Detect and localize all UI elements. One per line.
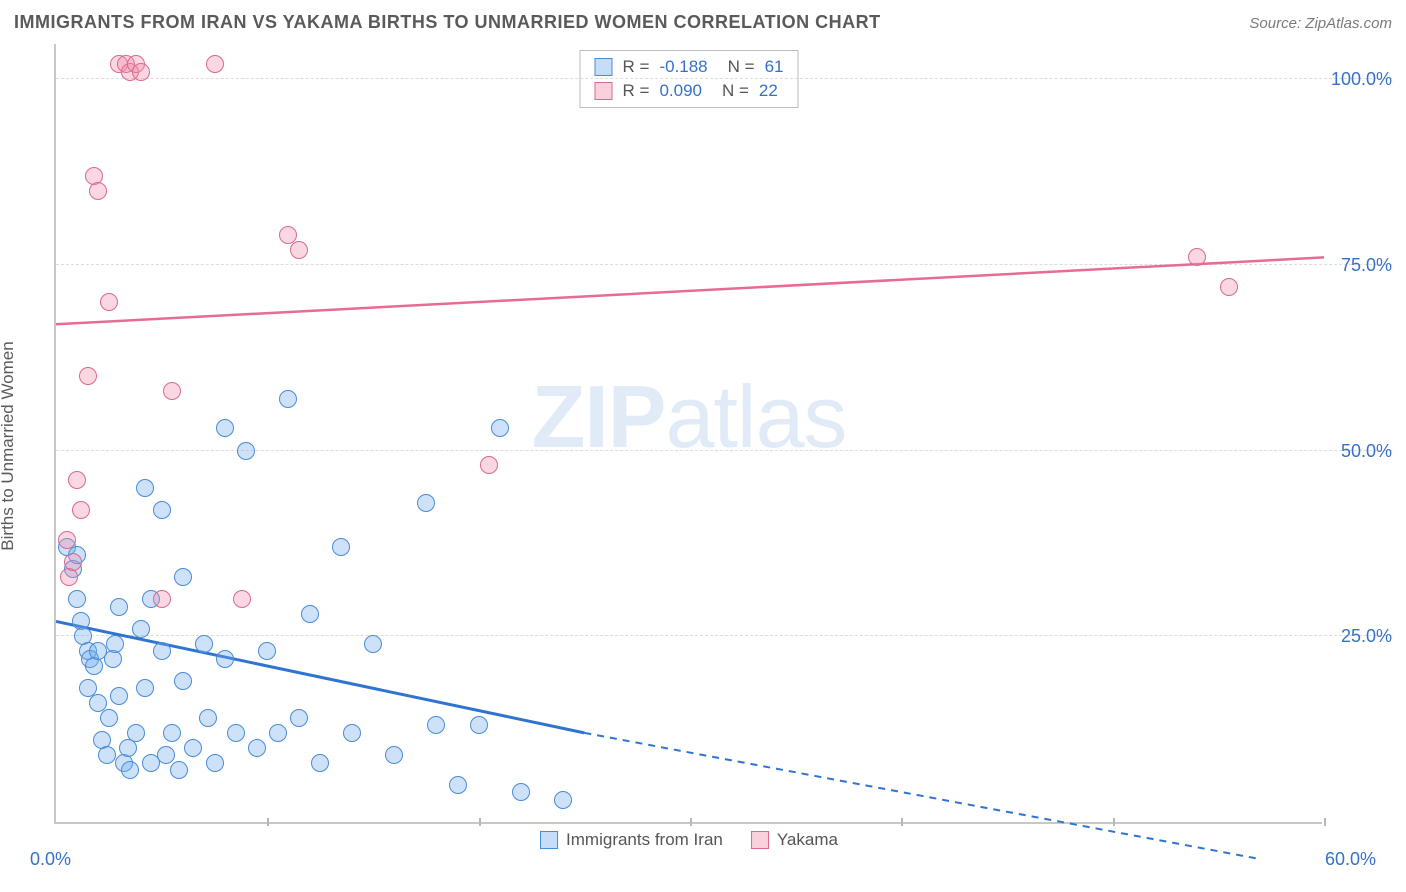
data-point-blue (199, 709, 217, 727)
data-point-blue (170, 761, 188, 779)
data-point-blue (68, 590, 86, 608)
data-point-blue (385, 746, 403, 764)
data-point-blue (512, 783, 530, 801)
data-point-blue (100, 709, 118, 727)
data-point-blue (343, 724, 361, 742)
data-point-blue (258, 642, 276, 660)
data-point-blue (279, 390, 297, 408)
data-point-pink (480, 456, 498, 474)
data-point-pink (206, 55, 224, 73)
data-point-blue (157, 746, 175, 764)
data-point-blue (301, 605, 319, 623)
data-point-pink (64, 553, 82, 571)
data-point-blue (311, 754, 329, 772)
data-point-blue (237, 442, 255, 460)
data-point-blue (427, 716, 445, 734)
chart-plot-area: ZIPatlas R = -0.188 N = 61 R = 0.090 N =… (54, 44, 1322, 824)
data-point-blue (554, 791, 572, 809)
swatch-pink (751, 831, 769, 849)
data-point-blue (290, 709, 308, 727)
data-point-pink (290, 241, 308, 259)
data-point-blue (248, 739, 266, 757)
x-axis-max-label: 60.0% (1325, 849, 1376, 870)
data-point-blue (121, 761, 139, 779)
data-point-pink (58, 531, 76, 549)
data-point-blue (206, 754, 224, 772)
data-point-blue (110, 687, 128, 705)
data-point-pink (233, 590, 251, 608)
source-attribution: Source: ZipAtlas.com (1249, 15, 1392, 32)
data-point-blue (216, 650, 234, 668)
series-legend: Immigrants from Iran Yakama (540, 830, 838, 850)
data-point-pink (79, 367, 97, 385)
source-label: Source: (1249, 15, 1301, 32)
data-point-pink (1188, 248, 1206, 266)
data-point-blue (184, 739, 202, 757)
data-point-blue (174, 568, 192, 586)
data-point-blue (216, 419, 234, 437)
data-point-blue (449, 776, 467, 794)
data-point-blue (153, 642, 171, 660)
data-point-pink (132, 63, 150, 81)
legend-item-blue: Immigrants from Iran (540, 830, 723, 850)
data-point-blue (163, 724, 181, 742)
source-name: ZipAtlas.com (1305, 15, 1392, 32)
data-point-blue (127, 724, 145, 742)
swatch-blue (540, 831, 558, 849)
data-point-blue (470, 716, 488, 734)
data-point-blue (153, 501, 171, 519)
data-point-blue (269, 724, 287, 742)
data-point-blue (110, 598, 128, 616)
data-point-blue (195, 635, 213, 653)
data-point-blue (132, 620, 150, 638)
data-point-blue (227, 724, 245, 742)
data-point-pink (1220, 278, 1238, 296)
data-point-pink (100, 293, 118, 311)
data-point-pink (68, 471, 86, 489)
legend-label-pink: Yakama (777, 830, 838, 850)
data-point-pink (72, 501, 90, 519)
data-point-blue (136, 679, 154, 697)
chart-title: IMMIGRANTS FROM IRAN VS YAKAMA BIRTHS TO… (14, 12, 881, 33)
trend-lines (56, 42, 1394, 822)
legend-item-pink: Yakama (751, 830, 838, 850)
data-point-pink (153, 590, 171, 608)
y-axis-label: Births to Unmarried Women (0, 341, 18, 550)
data-point-blue (491, 419, 509, 437)
data-point-blue (174, 672, 192, 690)
legend-label-blue: Immigrants from Iran (566, 830, 723, 850)
data-point-blue (332, 538, 350, 556)
data-point-blue (364, 635, 382, 653)
data-point-blue (98, 746, 116, 764)
data-point-blue (106, 635, 124, 653)
x-axis-min-label: 0.0% (30, 849, 71, 870)
data-point-blue (136, 479, 154, 497)
data-point-pink (163, 382, 181, 400)
data-point-blue (417, 494, 435, 512)
data-point-pink (89, 182, 107, 200)
